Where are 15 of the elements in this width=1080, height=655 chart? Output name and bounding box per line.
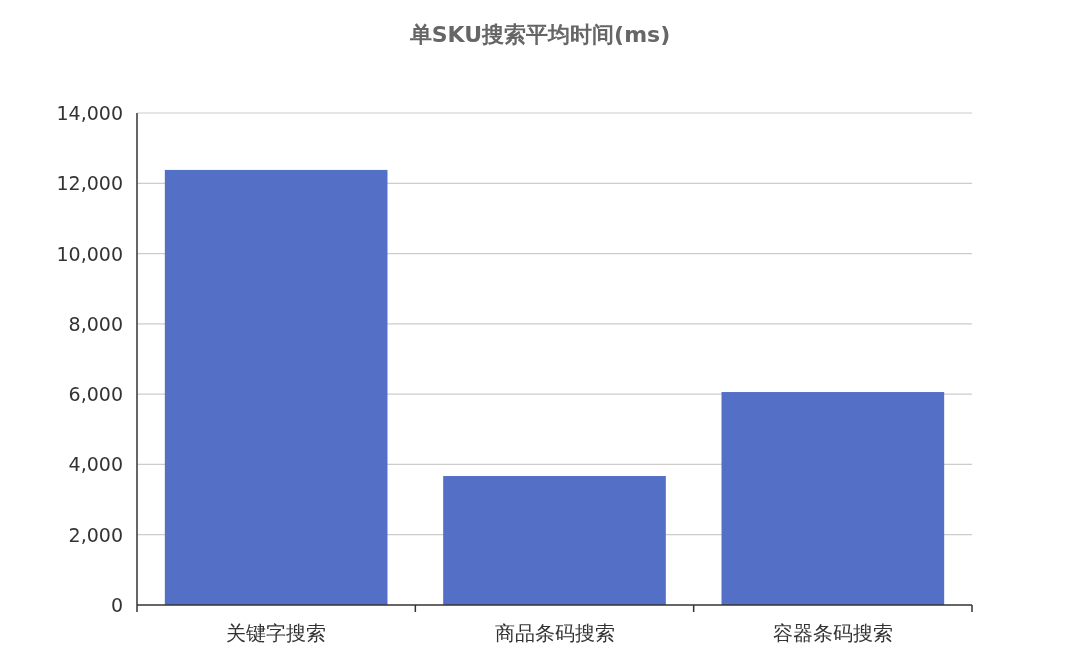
bar bbox=[721, 392, 945, 605]
y-tick-label: 6,000 bbox=[68, 383, 123, 406]
y-tick-label: 2,000 bbox=[68, 523, 123, 546]
chart-title: 单SKU搜索平均时间(ms) bbox=[408, 22, 671, 47]
x-tick-label: 关键字搜索 bbox=[226, 621, 327, 645]
bar bbox=[164, 169, 388, 605]
y-tick-label: 14,000 bbox=[56, 102, 123, 124]
bar bbox=[443, 476, 666, 605]
y-tick-label: 10,000 bbox=[56, 242, 123, 265]
x-tick-label: 容器条码搜索 bbox=[772, 621, 893, 645]
y-tick-label: 12,000 bbox=[56, 172, 123, 195]
y-tick-label: 4,000 bbox=[68, 453, 123, 476]
y-tick-label: 0 bbox=[110, 594, 123, 616]
x-tick-label: 商品条码搜索 bbox=[494, 621, 615, 645]
y-tick-label: 8,000 bbox=[68, 312, 123, 335]
